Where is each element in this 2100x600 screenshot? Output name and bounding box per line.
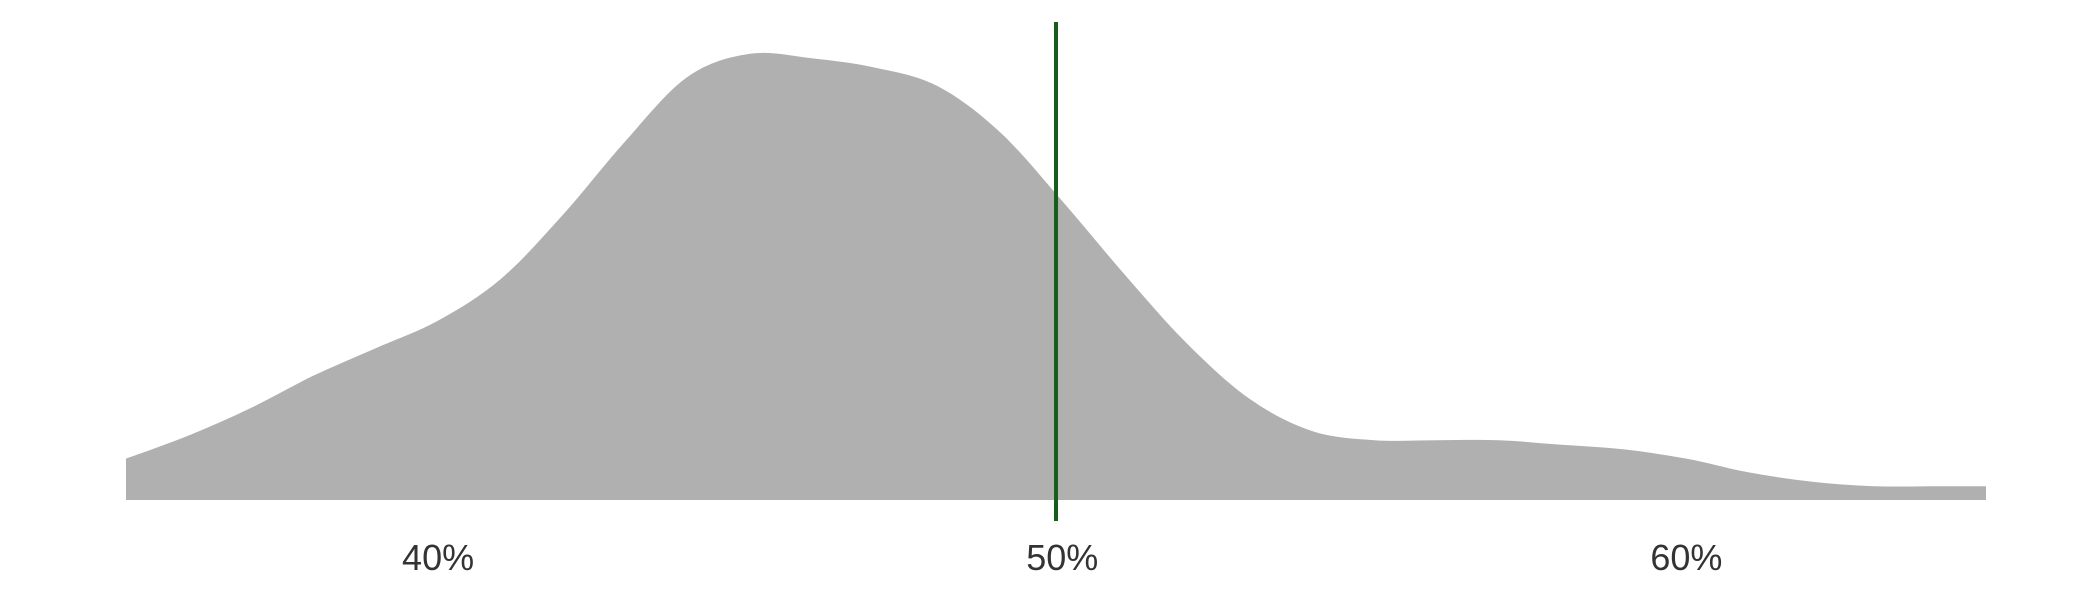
x-tick-label: 40% bbox=[402, 537, 474, 578]
x-tick-label: 50% bbox=[1026, 537, 1098, 578]
x-tick-label: 60% bbox=[1650, 537, 1722, 578]
x-tick-labels: 40% 50% 60% bbox=[402, 537, 1722, 578]
